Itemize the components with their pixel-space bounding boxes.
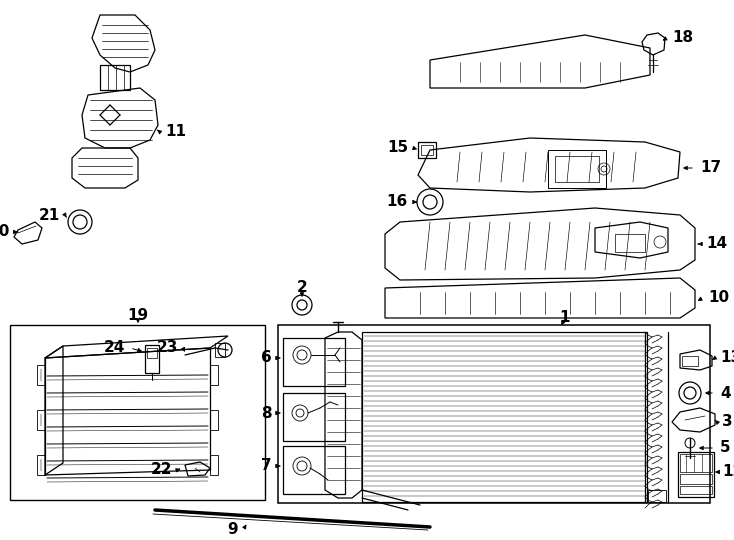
Text: 19: 19 [128,308,148,323]
Text: 1: 1 [560,310,570,326]
Bar [145,345,159,373]
Text: 9: 9 [228,523,238,537]
Text: 3: 3 [722,415,733,429]
Text: 5: 5 [720,441,730,456]
Text: 16: 16 [387,194,408,210]
Text: 8: 8 [261,406,272,421]
Bar [147,348,157,358]
Bar [680,454,712,472]
Bar [210,365,218,385]
Text: 21: 21 [39,207,60,222]
Bar [682,356,698,366]
Bar [680,474,712,484]
Text: 15: 15 [387,140,408,156]
Bar [548,150,606,188]
Text: 7: 7 [261,458,272,474]
Bar [283,446,345,494]
Text: 10: 10 [708,291,729,306]
Bar [278,325,710,503]
Text: 4: 4 [720,386,730,401]
Text: 22: 22 [150,462,172,477]
Bar [37,455,45,475]
Text: 12: 12 [722,464,734,480]
Text: 6: 6 [261,350,272,366]
Bar [37,365,45,385]
Bar [362,332,647,502]
Bar [555,156,599,182]
Bar [615,234,645,252]
Text: 14: 14 [706,237,727,252]
Text: 2: 2 [297,280,308,295]
Text: 13: 13 [720,350,734,366]
Bar [648,490,666,502]
Bar [283,393,345,441]
Text: 17: 17 [700,160,721,176]
Bar [210,455,218,475]
Bar [37,410,45,430]
Bar [10,325,265,500]
Text: 24: 24 [103,341,125,355]
Text: 23: 23 [156,341,178,355]
Text: 18: 18 [672,30,693,45]
Text: 11: 11 [165,125,186,139]
Bar [678,452,714,497]
Bar [680,486,712,494]
Bar [215,343,225,357]
Bar [418,142,436,158]
Bar [283,338,345,386]
Text: 20: 20 [0,225,10,240]
Bar [421,145,433,155]
Bar [210,410,218,430]
